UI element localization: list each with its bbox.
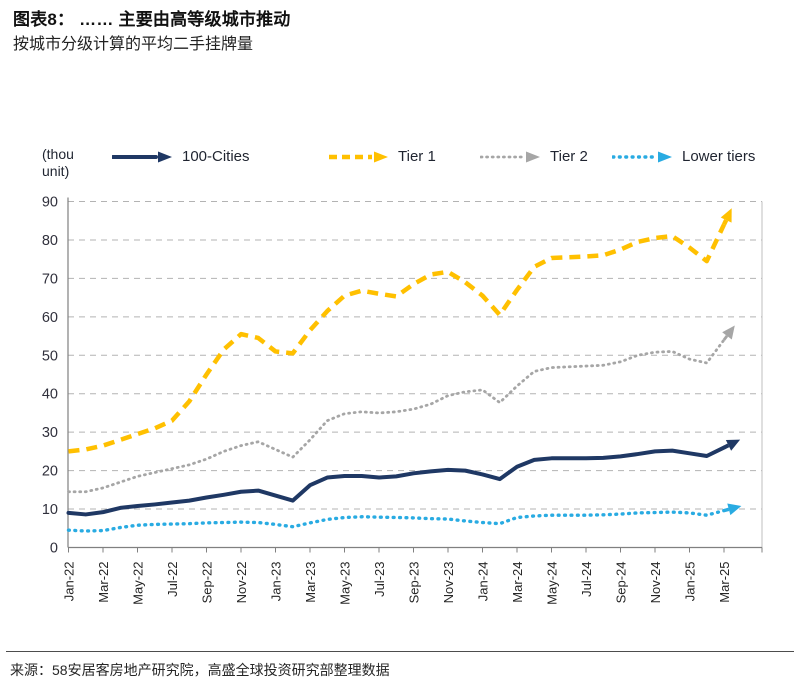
svg-text:50: 50 [42,348,58,364]
legend-key-line-icon [612,151,672,162]
svg-text:10: 10 [42,502,58,518]
x-tick-label: May-24 [545,562,560,605]
series-line-tier-2 [67,338,726,494]
x-tick-label: Jan-25 [683,562,698,602]
x-tick-label: Mar-25 [717,562,732,603]
legend-item-tier-2: Tier 2 [480,148,588,165]
x-tick-label: Mar-22 [96,562,111,603]
x-tick-label: Sep-22 [200,562,215,604]
series-arrow-icon [727,503,742,516]
x-tick-label: Jan-23 [269,562,284,602]
footer-divider [6,651,794,652]
svg-text:20: 20 [42,464,58,480]
x-tick-label: May-22 [131,562,146,605]
legend-label: 100-Cities [182,148,250,165]
legend-key-line-icon [480,151,540,162]
series-line-100-cities [66,445,726,517]
chart-subtitle: 按城市分级计算的平均二手挂牌量 [13,36,254,53]
x-tick-label: Nov-23 [441,562,456,604]
legend-item-tier-1: Tier 1 [328,148,436,165]
x-tick-label: May-23 [338,562,353,605]
x-tick-label: Jul-24 [579,562,594,597]
series-line-tier-1 [68,223,727,454]
x-tick-label: Jul-23 [372,562,387,597]
legend-key-line-icon [112,151,172,162]
svg-text:30: 30 [42,425,58,441]
series-arrow-icon [720,208,732,223]
legend-label: Tier 1 [398,148,436,165]
svg-text:60: 60 [42,310,58,326]
svg-text:90: 90 [42,195,58,211]
legend-key-line-icon [329,151,388,162]
svg-text:40: 40 [42,387,58,403]
x-tick-label: Sep-23 [407,562,422,604]
series-line-lower-tiers [66,508,726,533]
series-arrow-icon [722,325,735,340]
svg-text:0: 0 [50,541,58,557]
x-tick-label: Nov-24 [648,562,663,604]
x-tick-label: Jul-22 [165,562,180,597]
x-tick-label: Mar-24 [510,562,525,603]
x-tick-label: Sep-24 [614,562,629,604]
x-tick-label: Jan-24 [476,562,491,602]
x-tick-label: Jan-22 [62,562,77,602]
svg-text:70: 70 [42,271,58,287]
source-note: 来源：58安居客房地产研究院，高盛全球投资研究部整理数据 [10,662,390,678]
svg-text:80: 80 [42,233,58,249]
chart-title: 图表8： …… 主要由高等级城市推动 [13,10,291,29]
chart-canvas: 0 10 20 30 40 50 60 70 80 90 Jan-22 Mar-22 May-22 Jul… [42,195,763,605]
legend: (thou unit) 100-Cities Tier 1 Tier 2 Low… [0,144,800,184]
x-tick-label: Nov-22 [234,562,249,604]
line-chart: 0 10 20 30 40 50 60 70 80 90 Jan-22 Mar-22 May-22 Jul… [0,186,800,646]
legend-item-100-cities: 100-Cities [112,148,250,165]
series-arrow-icon [725,439,741,451]
y-axis-unit-label: (thou unit) [42,146,74,179]
legend-label: Tier 2 [550,148,588,165]
x-tick-label: Mar-23 [303,562,318,603]
legend-item-lower-tiers: Lower tiers [612,148,755,165]
legend-label: Lower tiers [682,148,756,165]
